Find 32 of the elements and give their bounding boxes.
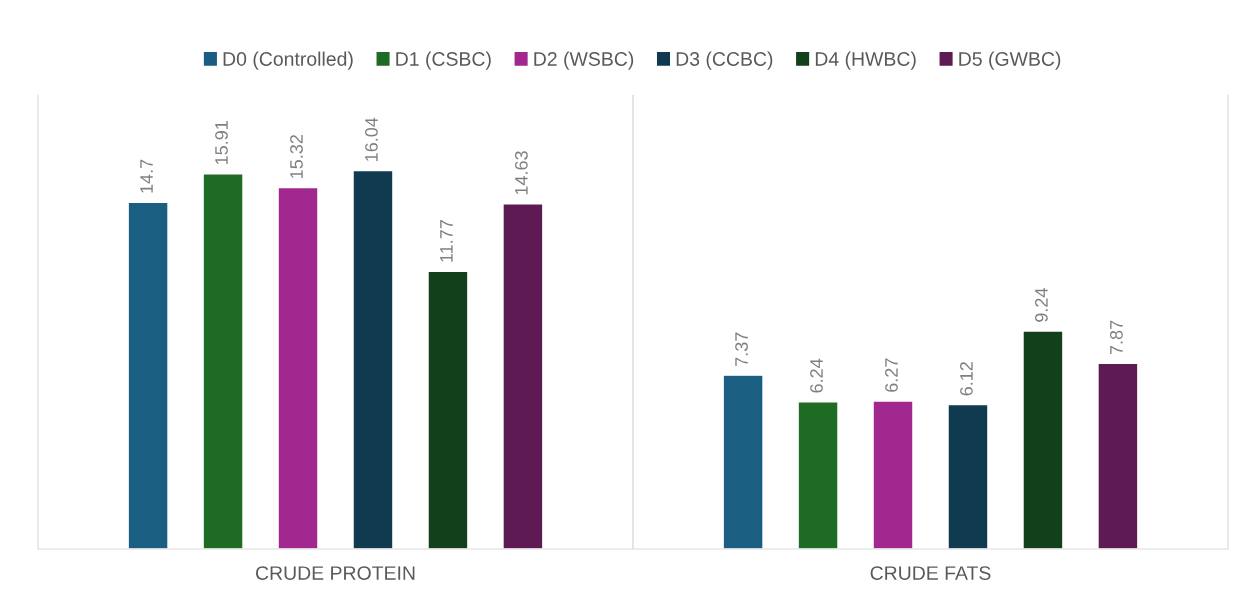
data-label: 7.87	[1109, 320, 1123, 355]
bar	[1022, 330, 1064, 549]
data-label: 6.27	[885, 358, 898, 392]
data-label: 11.77	[440, 220, 453, 262]
data-label: 14.7	[140, 159, 153, 193]
bar	[872, 400, 914, 549]
data-label: 15.32	[290, 135, 303, 178]
bar	[722, 374, 764, 549]
legend-label: D3 (CCBC)	[676, 51, 773, 70]
legend-label: D2 (WSBC)	[534, 51, 634, 70]
bar	[277, 186, 319, 549]
data-label: 15.91	[215, 121, 228, 165]
data-label: 16.04	[365, 117, 378, 161]
bar	[947, 403, 989, 549]
bar	[202, 173, 244, 549]
x-tick-label: CRUDE PROTEIN	[256, 566, 415, 580]
bar	[502, 203, 544, 549]
bar	[797, 401, 839, 549]
data-label: 9.24	[1035, 288, 1048, 322]
legend-label: D5 (GWBC)	[959, 51, 1061, 70]
bar	[427, 270, 469, 549]
data-label: 6.12	[960, 362, 973, 396]
data-label: 7.37	[735, 332, 748, 366]
bar	[352, 169, 394, 549]
data-label: 6.24	[810, 358, 823, 393]
bar	[1097, 362, 1139, 549]
bar	[127, 201, 169, 549]
legend-label: D0 (Controlled)	[223, 51, 353, 70]
legend-label: D1 (CSBC)	[396, 51, 491, 70]
data-label: 14.63	[514, 151, 528, 195]
legend-label: D4 (HWBC)	[815, 51, 916, 70]
x-tick-label: CRUDE FATS	[870, 566, 991, 580]
